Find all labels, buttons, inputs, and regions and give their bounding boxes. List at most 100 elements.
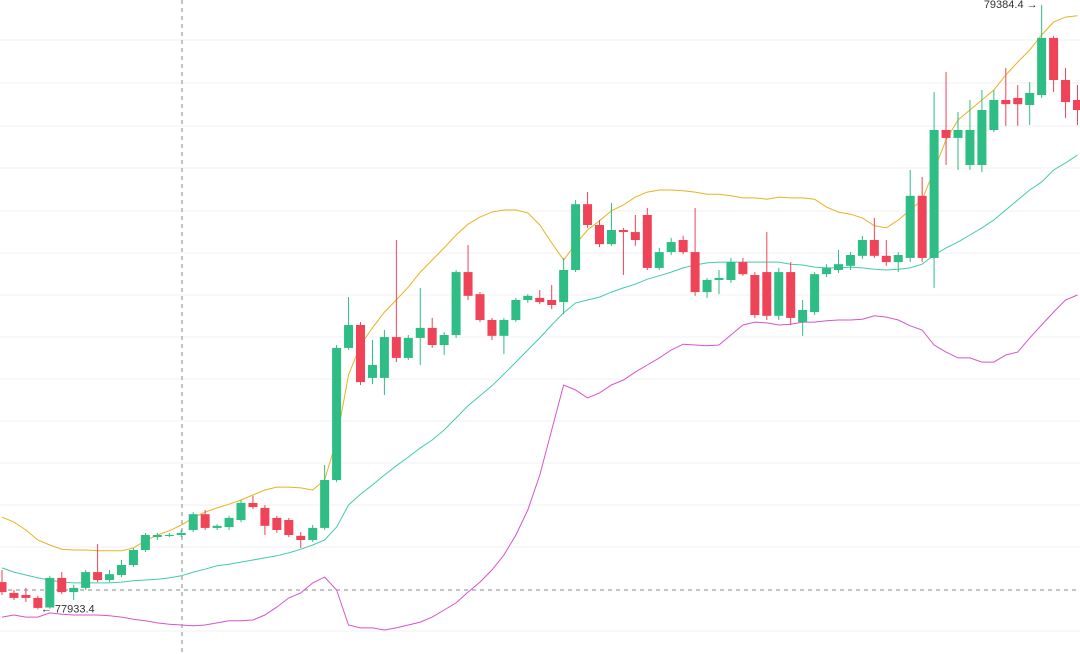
candle-body [511,300,521,320]
candle-body [391,337,401,358]
candle-body [750,275,760,315]
candle-body [595,225,604,245]
candle-body [379,337,389,378]
candle-body [356,325,365,383]
candle-body [714,277,724,280]
candle-body [1049,37,1059,80]
candle-body [475,294,485,320]
candle-body [224,517,234,528]
candle-body [941,130,951,138]
candle-body [774,272,784,316]
band-line [1,294,1078,631]
candle-body [929,130,939,258]
candle-body [33,597,43,608]
candle-body [45,577,55,608]
candle-body [140,535,150,550]
candle-body [117,565,126,575]
candle-body [893,255,903,263]
band-line [1,154,1078,584]
candle-body [618,230,628,233]
candle-body [881,255,891,263]
candle-body [248,502,258,508]
candle-body [917,195,927,258]
candle-body [212,525,222,528]
candle-body [1061,80,1071,103]
candle-body [152,535,162,538]
candle-body [559,270,569,303]
candle-body [403,337,413,358]
candle-body [678,240,688,253]
candle-body [188,514,198,530]
candle-body [535,297,545,303]
candle-body [427,327,437,345]
candle-body [320,480,330,528]
candle-body [965,130,975,165]
candle-body [272,517,282,530]
candle-body [1001,100,1011,105]
candle-body [762,272,772,316]
candle-body [487,320,497,336]
candle-body [81,572,91,588]
candle-body [332,347,342,480]
candle-body [630,232,640,240]
candle-body [451,272,461,335]
candle-body [439,335,449,345]
candle-body [200,514,210,528]
candle-body [845,255,855,266]
candle-body [654,252,664,268]
low-label: ← 77933.4 [41,603,95,615]
candle-body [786,272,796,318]
candle-body [798,310,808,323]
candle-body [1013,97,1023,105]
candle-body [583,204,593,225]
candle-body [738,262,748,275]
candle-body [989,100,999,130]
grid [0,39,1080,632]
candle-body [176,532,186,535]
candle-body [105,574,115,580]
candle-body [9,592,19,598]
candle-body [57,577,67,593]
candle-body [93,572,103,580]
candle-body [857,240,867,256]
candle-body [523,295,533,300]
candle-body [869,240,879,256]
candle-body [810,274,820,313]
candle-body [1025,92,1035,105]
candle-body [21,595,31,598]
candle-body [977,110,987,165]
candle-body [702,280,712,293]
candle-body [666,242,676,253]
high-label: 79384.4 → [984,0,1038,11]
candle-body [822,267,832,275]
candle-body [260,507,270,526]
candle-body [308,527,318,540]
candle-body [367,365,377,378]
candle-body [415,327,425,338]
candle-body [606,230,616,245]
candle-body [499,320,509,336]
candle-body [690,252,700,293]
candle-body [1037,37,1047,95]
band-line [1,15,1078,552]
candle-body [1073,100,1080,110]
candle-body [296,535,306,540]
plot: 79384.4 → ← 77933.4 [0,0,1080,631]
candle-body [0,582,7,593]
candle-body [236,502,246,520]
candle-body [642,215,652,268]
candle-body [571,204,581,270]
candle-body [463,272,473,296]
candle-body [834,264,843,270]
candle-body [905,195,915,258]
candle-body [547,300,557,305]
candle-body [344,325,354,348]
candle-body [726,262,736,280]
candle-body [284,520,294,535]
candle-body [953,130,963,138]
candle-body [164,535,174,536]
candle-body [69,587,79,593]
candle-body [128,550,138,565]
